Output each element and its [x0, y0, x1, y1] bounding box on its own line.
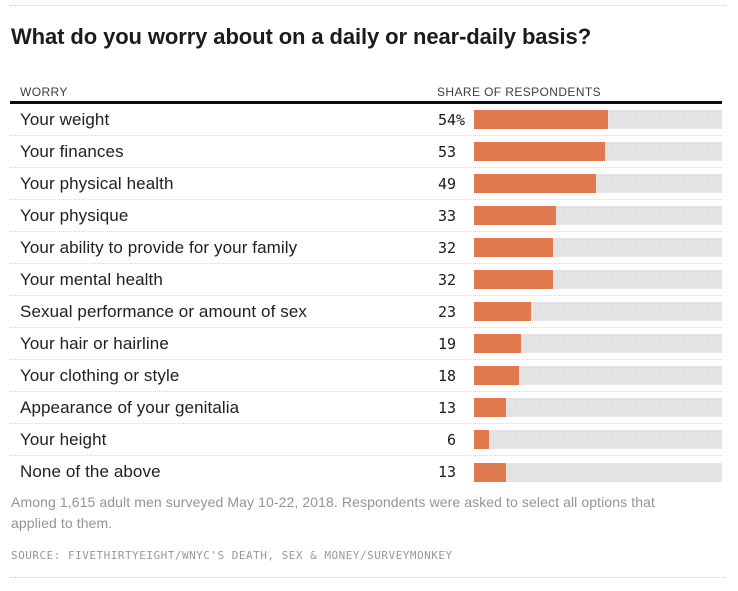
worry-label: Your physique	[20, 205, 129, 225]
worry-label: Your height	[20, 429, 107, 449]
bar-fill	[474, 302, 532, 321]
value-number: 32	[437, 238, 456, 257]
bar-track	[474, 238, 722, 257]
table-row: Sexual performance or amount of sex 23	[10, 296, 722, 328]
bottom-divider	[10, 577, 726, 578]
bar-track	[474, 270, 722, 289]
table-row: Your physique 33	[10, 200, 722, 232]
bar-fill	[474, 270, 554, 289]
value-number: 53	[437, 142, 456, 161]
value-number: 23	[437, 302, 456, 321]
header-rule	[10, 101, 722, 104]
bar-fill	[474, 174, 596, 193]
value-number: 6	[446, 430, 456, 449]
bar-fill	[474, 142, 606, 161]
worry-label: Your physical health	[20, 173, 174, 193]
bar-track	[474, 110, 722, 129]
table-row: Your hair or hairline 19	[10, 328, 722, 360]
bar-track	[474, 430, 722, 449]
value-number: 33	[437, 206, 456, 225]
bar-fill	[474, 334, 522, 353]
worry-label: Appearance of your genitalia	[20, 397, 240, 417]
worry-label: None of the above	[20, 462, 161, 481]
table-row: Your ability to provide for your family …	[10, 232, 722, 264]
top-divider	[10, 5, 726, 6]
chart-title: What do you worry about on a daily or ne…	[11, 24, 592, 49]
value-number: 13	[437, 398, 456, 417]
worry-label: Your hair or hairline	[20, 333, 169, 353]
value-number: 13	[437, 463, 456, 481]
table-row: Your finances 53	[10, 136, 722, 168]
bar-track	[474, 398, 722, 417]
table-row: Your mental health 32	[10, 264, 722, 296]
bar-track	[474, 334, 722, 353]
table-row: Your clothing or style 18	[10, 360, 722, 392]
column-header-share: SHARE OF RESPONDENTS	[437, 85, 602, 99]
bar-track	[474, 174, 722, 193]
bar-rows: Your weight 54 % Your finances 53 Your p…	[10, 104, 722, 488]
worry-label: Your finances	[20, 141, 124, 161]
bar-fill	[474, 462, 507, 482]
bar-fill	[474, 206, 556, 225]
value-number: 49	[437, 174, 456, 193]
worry-label: Your ability to provide for your family	[20, 237, 298, 257]
value-number: 32	[437, 270, 456, 289]
table-row: Appearance of your genitalia 13	[10, 392, 722, 424]
worry-label: Your weight	[20, 109, 110, 129]
value-number: 19	[437, 334, 456, 353]
source-line: SOURCE: FIVETHIRTYEIGHT/WNYC'S DEATH, SE…	[11, 549, 453, 562]
value-number: 18	[437, 366, 456, 385]
bar-track	[474, 302, 722, 321]
bar-fill	[474, 366, 519, 385]
bar-fill	[474, 398, 507, 417]
table-row: Your weight 54 %	[10, 104, 722, 136]
worry-label: Your mental health	[20, 269, 163, 289]
bar-fill	[474, 110, 608, 129]
bar-fill	[474, 430, 489, 449]
worry-label: Sexual performance or amount of sex	[20, 301, 307, 321]
table-row: Your height 6	[10, 424, 722, 456]
bar-track	[474, 366, 722, 385]
value-number: 54	[437, 110, 456, 129]
column-header-worry: WORRY	[20, 85, 68, 99]
value-suffix: %	[456, 110, 466, 129]
table-row: Your physical health 49	[10, 168, 722, 200]
bar-track	[474, 206, 722, 225]
worry-label: Your clothing or style	[20, 365, 180, 385]
table-row: None of the above 13	[10, 456, 722, 488]
bar-track	[474, 142, 722, 161]
bar-track	[474, 462, 722, 482]
bar-fill	[474, 238, 554, 257]
footnote: Among 1,615 adult men surveyed May 10-22…	[11, 494, 655, 531]
